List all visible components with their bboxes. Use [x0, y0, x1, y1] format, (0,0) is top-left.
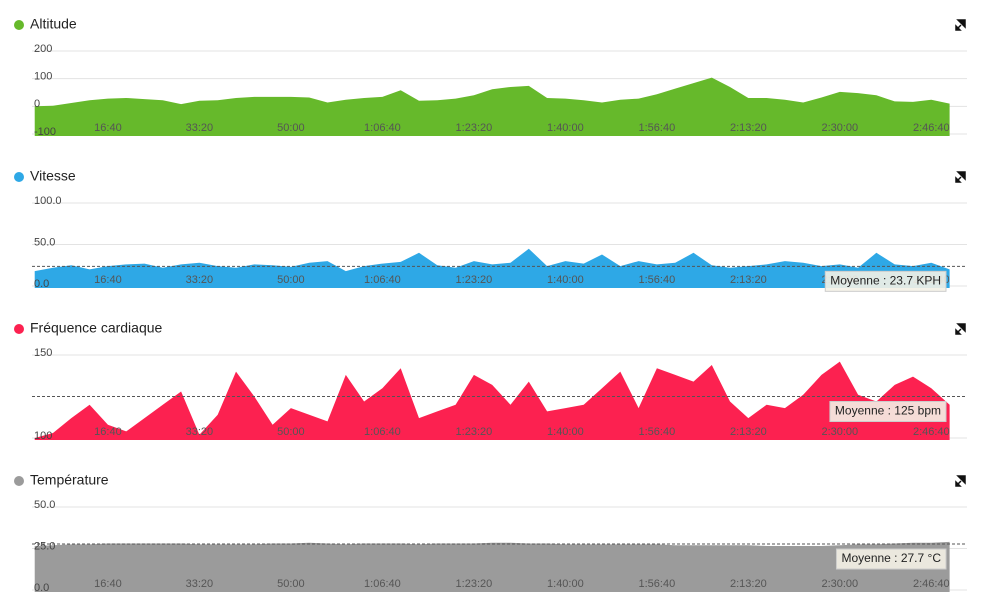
x-tick-label: 50:00	[277, 274, 305, 286]
x-tick-label: 50:00	[277, 578, 305, 590]
x-tick-label: 1:23:20	[456, 122, 493, 134]
area	[34, 77, 950, 136]
y-tick-label: 0.0	[34, 582, 49, 594]
x-tick-label: 50:00	[277, 122, 305, 134]
expand-icon[interactable]	[955, 475, 966, 487]
x-tick-label: 1:06:40	[364, 426, 401, 438]
legend-dot	[14, 324, 24, 334]
x-tick-label: 1:40:00	[547, 426, 584, 438]
chart-title: Température	[30, 472, 109, 488]
x-tick-label: 2:46:40	[913, 578, 950, 590]
y-tick-label: 50.0	[34, 499, 55, 511]
chart-title: Altitude	[30, 16, 77, 32]
y-tick-label: 25.0	[34, 540, 55, 552]
x-tick-label: 50:00	[277, 426, 305, 438]
x-tick-label: 2:13:20	[730, 426, 767, 438]
y-tick-label: 0.0	[34, 278, 49, 290]
x-tick-label: 1:06:40	[364, 274, 401, 286]
area	[34, 541, 950, 592]
area	[34, 248, 950, 288]
x-tick-label: 16:40	[94, 274, 122, 286]
average-box	[829, 401, 947, 422]
x-tick-label: 33:20	[186, 274, 214, 286]
y-tick-label: 100	[34, 71, 52, 83]
x-tick-label: 2:30:00	[821, 426, 858, 438]
average-label: Moyenne : 23.7 KPH	[830, 274, 941, 288]
x-tick-label: 1:23:20	[456, 274, 493, 286]
x-tick-label: 33:20	[186, 122, 214, 134]
y-tick-label: 0	[34, 98, 40, 110]
y-tick-label: 200	[34, 43, 52, 55]
chart-panel: Vitesse 100.0 50.0 0.0 16:40 33:20 50:00 1:06:4…	[14, 168, 967, 292]
y-tick-label: 100.0	[34, 195, 62, 207]
x-tick-label: 16:40	[94, 122, 122, 134]
y-tick-label: 100	[34, 430, 52, 442]
x-tick-label: 1:56:40	[639, 274, 676, 286]
average-label: Moyenne : 125 bpm	[835, 404, 941, 418]
x-tick-label: 1:40:00	[547, 122, 584, 134]
legend-dot	[14, 476, 24, 486]
x-tick-label: 2:13:20	[730, 578, 767, 590]
chart-panel: Altitude 200 100 0 -100 16:40 33:20 50:00 1:06:4…	[14, 16, 967, 138]
x-tick-label: 1:23:20	[456, 426, 493, 438]
x-tick-label: 16:40	[94, 578, 122, 590]
average-box	[835, 548, 947, 570]
expand-icon[interactable]	[955, 171, 966, 183]
x-tick-label: 1:23:20	[456, 578, 493, 590]
x-tick-label: 16:40	[94, 426, 122, 438]
chart-title: Vitesse	[30, 168, 76, 184]
x-tick-label: 2:46:40	[913, 122, 950, 134]
x-tick-label: 2:46:40	[913, 426, 950, 438]
x-tick-label: 2:13:20	[730, 122, 767, 134]
chart-panel: Fréquence cardiaque 150 100 16:40 33:20 50:00…	[14, 320, 967, 442]
x-tick-label: 33:20	[186, 426, 214, 438]
average-label: Moyenne : 27.7 °C	[841, 551, 941, 565]
average-box	[824, 270, 947, 292]
x-tick-label: 1:40:00	[547, 578, 584, 590]
x-tick-label: 2:30:00	[821, 122, 858, 134]
expand-icon[interactable]	[955, 323, 966, 335]
expand-icon[interactable]	[955, 19, 966, 31]
legend-dot	[14, 20, 24, 30]
legend-dot	[14, 172, 24, 182]
chart-panel: Température 50.0 25.0 0.0 16:40 33:20 50:00 1:0…	[14, 472, 967, 594]
x-tick-label: 2:30:00	[821, 578, 858, 590]
x-tick-label: 1:06:40	[364, 578, 401, 590]
x-tick-label: 33:20	[186, 578, 214, 590]
x-tick-label: 1:56:40	[639, 122, 676, 134]
y-tick-label: 50.0	[34, 236, 55, 248]
y-tick-label: 150	[34, 347, 52, 359]
x-tick-label: 1:06:40	[364, 122, 401, 134]
chart-title: Fréquence cardiaque	[30, 320, 163, 336]
x-tick-label: 2:13:20	[730, 274, 767, 286]
x-tick-label: 1:56:40	[639, 426, 676, 438]
area	[34, 361, 950, 440]
y-tick-label: -100	[34, 126, 56, 138]
x-tick-label: 1:56:40	[639, 578, 676, 590]
x-tick-label: 1:40:00	[547, 274, 584, 286]
